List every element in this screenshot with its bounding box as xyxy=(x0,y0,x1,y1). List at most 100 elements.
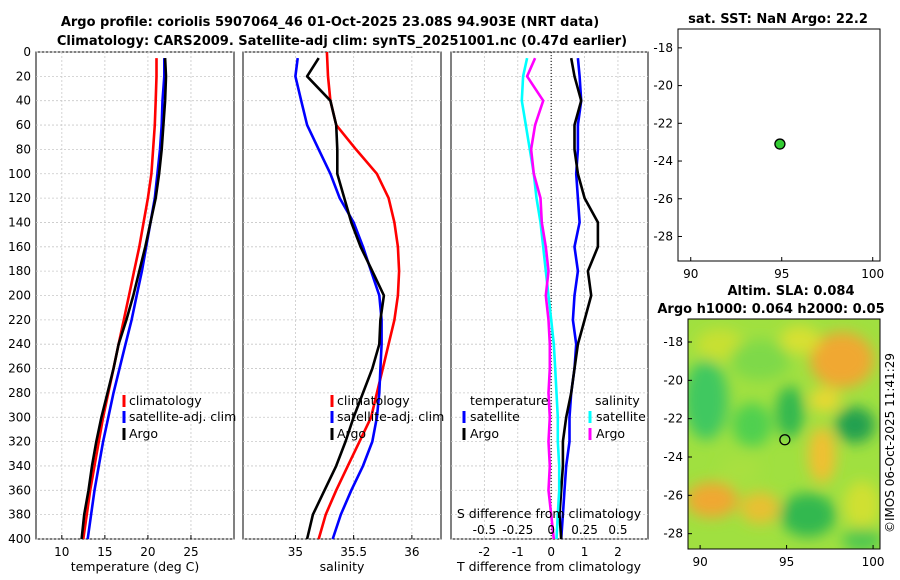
sla-map-panel: Altim. SLA: 0.084 Argo h1000: 0.064 h200… xyxy=(657,284,884,569)
y-tick-label: 20 xyxy=(16,69,31,83)
salinity-panel: 35 35.5 36 salinity climatology satellite-… xyxy=(242,51,444,574)
title-line-2: Climatology: CARS2009. Satellite-adj cli… xyxy=(57,34,627,49)
sla-cell xyxy=(732,403,772,447)
y-tick-label: 40 xyxy=(16,94,31,108)
lon-tick-label: 95 xyxy=(779,555,794,569)
sla-cell xyxy=(809,388,841,412)
y-tick-label: 260 xyxy=(8,362,31,376)
series-line-temperature-argo xyxy=(558,57,600,540)
sla-cell xyxy=(810,332,874,388)
y-tick-label: 360 xyxy=(8,483,31,497)
argo-location-marker xyxy=(774,138,786,150)
sla-cell xyxy=(835,407,875,443)
legend-label-t-argo: Argo xyxy=(470,426,499,441)
lat-tick-label: -22 xyxy=(663,412,683,426)
sla-cell xyxy=(688,482,738,518)
legend-label-argo: Argo xyxy=(337,426,366,441)
y-tick-label: 0 xyxy=(23,45,31,59)
lon-tick-label: 100 xyxy=(861,267,884,281)
x-tick-label: 10 xyxy=(54,545,69,559)
lat-tick-label: -20 xyxy=(663,373,683,387)
legend-title-temperature: temperature xyxy=(470,393,549,408)
lon-tick-label: 95 xyxy=(774,267,789,281)
y-tick-label: 140 xyxy=(8,215,31,229)
legend-label-t-satellite: satellite xyxy=(470,409,520,424)
x-tick-label: 25 xyxy=(183,545,198,559)
lat-tick-label: -24 xyxy=(653,154,673,168)
sla-cell xyxy=(688,360,728,440)
y-tick-label: 200 xyxy=(8,289,31,303)
salinity-tick-labels: 35 35.5 36 xyxy=(288,535,420,559)
sst-map-panel: sat. SST: NaN Argo: 22.2 90 95 100 -18 -20 -2… xyxy=(653,12,884,281)
x-tick-label: 2 xyxy=(614,545,622,559)
temperature-series xyxy=(80,58,168,540)
y-tick-label: 340 xyxy=(8,459,31,473)
lat-tick-label: -26 xyxy=(653,192,673,206)
series-line-argo xyxy=(80,58,168,540)
s-difference-label: S difference from climatology xyxy=(457,506,642,521)
y-tick-label: 80 xyxy=(16,142,31,156)
series-line-climatology xyxy=(317,51,401,540)
temperature-grid xyxy=(36,51,234,540)
x-tick-label: 35 xyxy=(288,545,303,559)
salinity-legend: climatology satellite-adj. clim Argo xyxy=(330,393,444,441)
series-line-climatology xyxy=(82,58,158,540)
difference-panel: -2 -1 0 1 2 -0.5 -0.25 0 0.25 0.5 S difference f… xyxy=(450,51,649,574)
y-tick-label: 220 xyxy=(8,313,31,327)
lat-tick-label: -18 xyxy=(663,335,683,349)
y-tick-label: 320 xyxy=(8,435,31,449)
sla-cell xyxy=(740,492,780,524)
difference-legend: temperature satellite Argo salinity sate… xyxy=(462,393,646,441)
y-tick-label: 380 xyxy=(8,508,31,522)
top-tick-label: 0.25 xyxy=(571,523,598,537)
y-tick-label: 280 xyxy=(8,386,31,400)
sla-cell xyxy=(730,340,790,380)
t-difference-tick-labels: -2 -1 0 1 2 xyxy=(478,545,621,559)
x-tick-label: -2 xyxy=(478,545,490,559)
sla-cell xyxy=(780,493,836,537)
sla-field xyxy=(688,326,880,549)
sla-cell xyxy=(842,528,880,549)
lat-tick-label: -28 xyxy=(653,229,673,243)
lat-tick-label: -20 xyxy=(653,79,673,93)
top-tick-label: 0.5 xyxy=(608,523,627,537)
x-tick-label: 0 xyxy=(547,545,555,559)
sla-cell xyxy=(776,386,804,438)
legend-title-salinity: salinity xyxy=(595,393,640,408)
x-tick-label: 36 xyxy=(404,545,419,559)
y-tick-label: 160 xyxy=(8,240,31,254)
legend-label-climatology: climatology xyxy=(129,393,202,408)
legend-label-argo: Argo xyxy=(129,426,158,441)
sla-heatmap xyxy=(688,319,880,549)
y-tick-label: 180 xyxy=(8,264,31,278)
salinity-xlabel: salinity xyxy=(320,559,365,574)
lon-tick-label: 90 xyxy=(692,555,707,569)
temperature-tick-labels: 10 15 20 25 xyxy=(54,535,199,559)
lon-tick-label: 90 xyxy=(683,267,698,281)
salinity-series xyxy=(294,51,401,540)
depth-tick-labels: 0 20 40 60 80 100 120 140 160 180 200 220 240 260 280 3… xyxy=(8,45,31,546)
y-tick-label: 240 xyxy=(8,337,31,351)
lon-tick-label: 100 xyxy=(862,555,885,569)
sla-cell xyxy=(780,326,820,354)
series-line-salinity-satellite xyxy=(520,57,561,540)
lat-tick-label: -22 xyxy=(653,116,673,130)
x-tick-label: 20 xyxy=(140,545,155,559)
sst-tick-labels: 90 95 100 -18 -20 -22 -24 -26 -28 xyxy=(653,41,884,281)
legend-label-satellite: satellite-adj. clim xyxy=(129,409,236,424)
x-tick-label: 1 xyxy=(581,545,589,559)
x-tick-label: -1 xyxy=(512,545,524,559)
y-tick-label: 60 xyxy=(16,118,31,132)
lat-tick-label: -24 xyxy=(663,450,683,464)
legend-label-satellite: satellite-adj. clim xyxy=(337,409,444,424)
lat-tick-label: -18 xyxy=(653,41,673,55)
top-tick-label: 0 xyxy=(547,523,555,537)
title-line-1: Argo profile: coriolis 5907064_46 01-Oct… xyxy=(61,15,599,30)
lat-tick-label: -26 xyxy=(663,488,683,502)
series-line-temperature-satellite xyxy=(559,57,583,540)
series-line-satellite-adj-clim xyxy=(294,57,383,540)
series-line-argo xyxy=(305,57,386,540)
top-tick-label: -0.25 xyxy=(502,523,533,537)
temperature-panel: 0 20 40 60 80 100 120 140 160 180 200 220 240 260 280 3… xyxy=(8,45,236,574)
lat-tick-label: -28 xyxy=(663,527,683,541)
